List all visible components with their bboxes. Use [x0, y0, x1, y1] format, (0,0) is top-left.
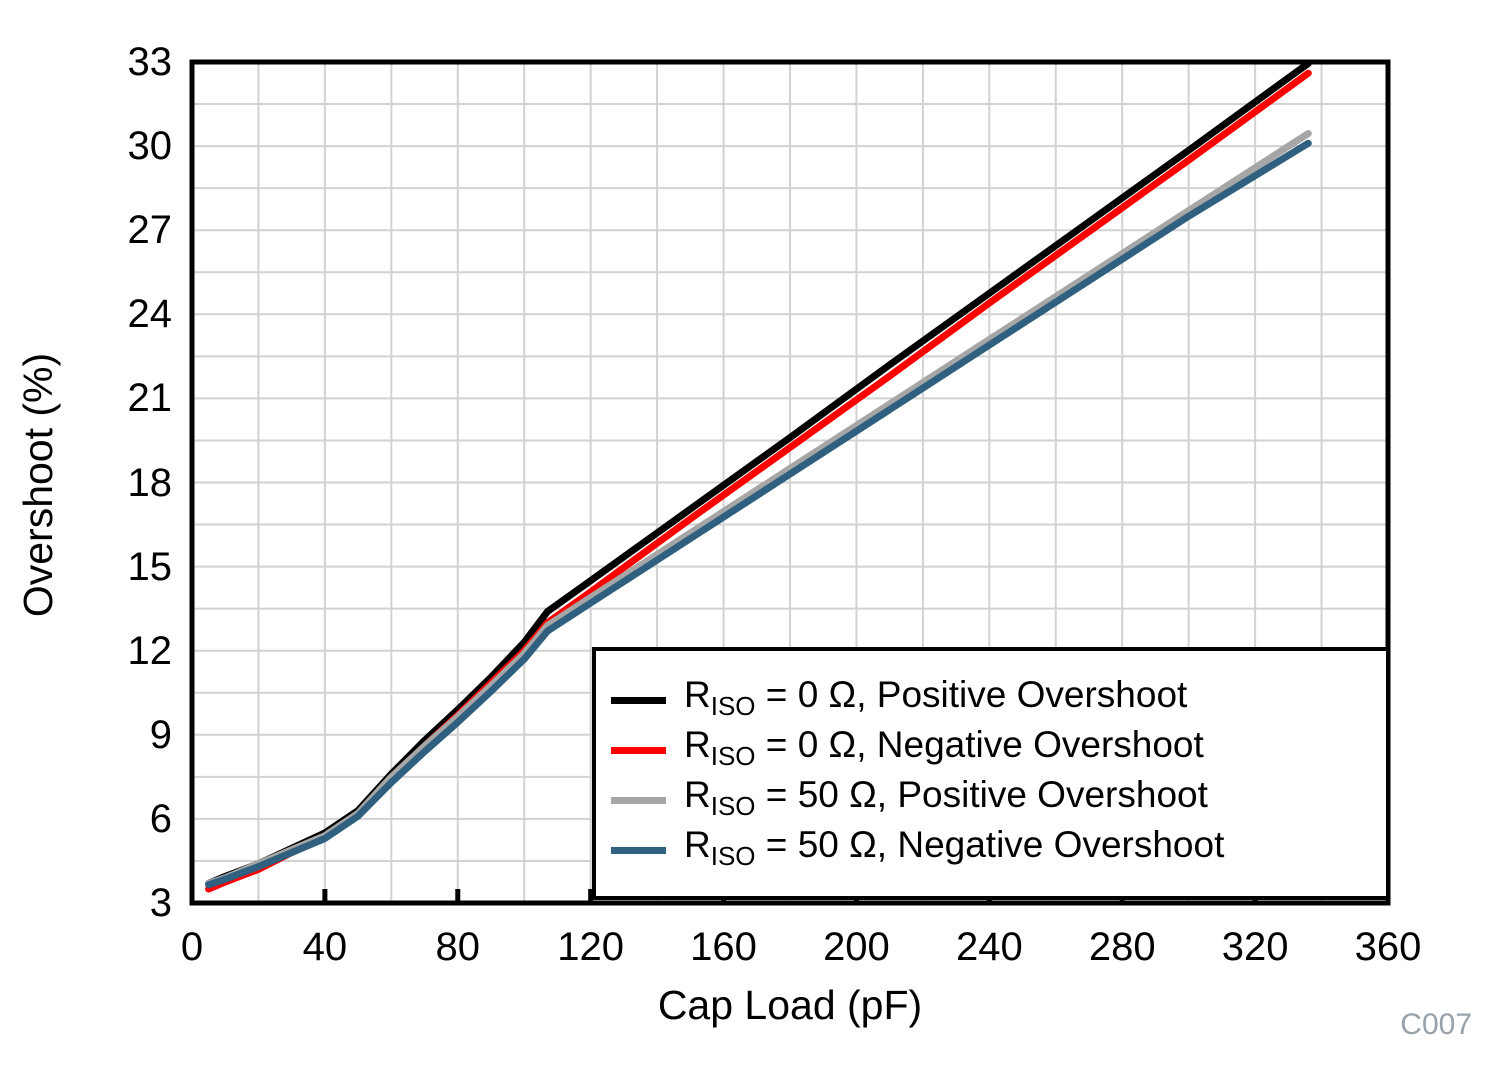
- legend-label: RISO = 0 Ω, Negative Overshoot: [684, 723, 1204, 771]
- legend-item: RISO = 0 Ω, Positive Overshoot: [611, 674, 1386, 725]
- series-line-3: [205, 139, 1312, 889]
- legend-swatch: [611, 796, 666, 804]
- x-tick-label: 80: [435, 925, 481, 969]
- legend-item: RISO = 50 Ω, Negative Overshoot: [611, 824, 1386, 875]
- x-tick-label: 0: [180, 925, 204, 969]
- y-tick-label: 33: [127, 40, 173, 84]
- x-tick-label: 120: [557, 925, 625, 969]
- legend-label: RISO = 0 Ω, Positive Overshoot: [684, 673, 1188, 721]
- y-tick-label: 6: [149, 796, 172, 841]
- y-tick-label: 9: [149, 712, 172, 757]
- y-tick-label: 30: [127, 124, 173, 169]
- x-tick-label: 240: [955, 925, 1023, 969]
- plot-border: [189, 59, 1391, 906]
- y-axis-title: Overshoot (%): [15, 352, 61, 618]
- y-tick-label: 15: [127, 544, 173, 589]
- x-tick-label: 200: [823, 925, 890, 969]
- x-axis-title: Cap Load (pF): [657, 982, 923, 1028]
- y-tick-label: 12: [127, 628, 173, 673]
- y-tick-label: 27: [127, 208, 173, 253]
- figure-code-label: C007: [1400, 1008, 1472, 1041]
- x-tick-label: 280: [1088, 925, 1156, 969]
- y-tick-label: 24: [127, 292, 173, 337]
- y-tick-label: 21: [127, 376, 173, 421]
- legend-item: RISO = 50 Ω, Positive Overshoot: [611, 774, 1386, 825]
- x-tick-label: 360: [1354, 925, 1422, 969]
- y-tick-label: 3: [149, 881, 172, 925]
- legend-item: RISO = 0 Ω, Negative Overshoot: [611, 724, 1386, 775]
- legend-swatch: [611, 746, 666, 754]
- legend-label: RISO = 50 Ω, Positive Overshoot: [684, 773, 1208, 821]
- x-tick-label: 320: [1221, 925, 1289, 969]
- x-tick-label: 40: [302, 925, 348, 969]
- x-tick-label: 160: [690, 925, 757, 969]
- legend-swatch: [611, 846, 666, 854]
- legend: RISO = 0 Ω, Positive Overshoot RISO = 0 Ω…: [592, 647, 1390, 900]
- legend-swatch: [611, 696, 666, 704]
- y-tick-label: 18: [127, 460, 173, 505]
- legend-label: RISO = 50 Ω, Negative Overshoot: [684, 823, 1225, 871]
